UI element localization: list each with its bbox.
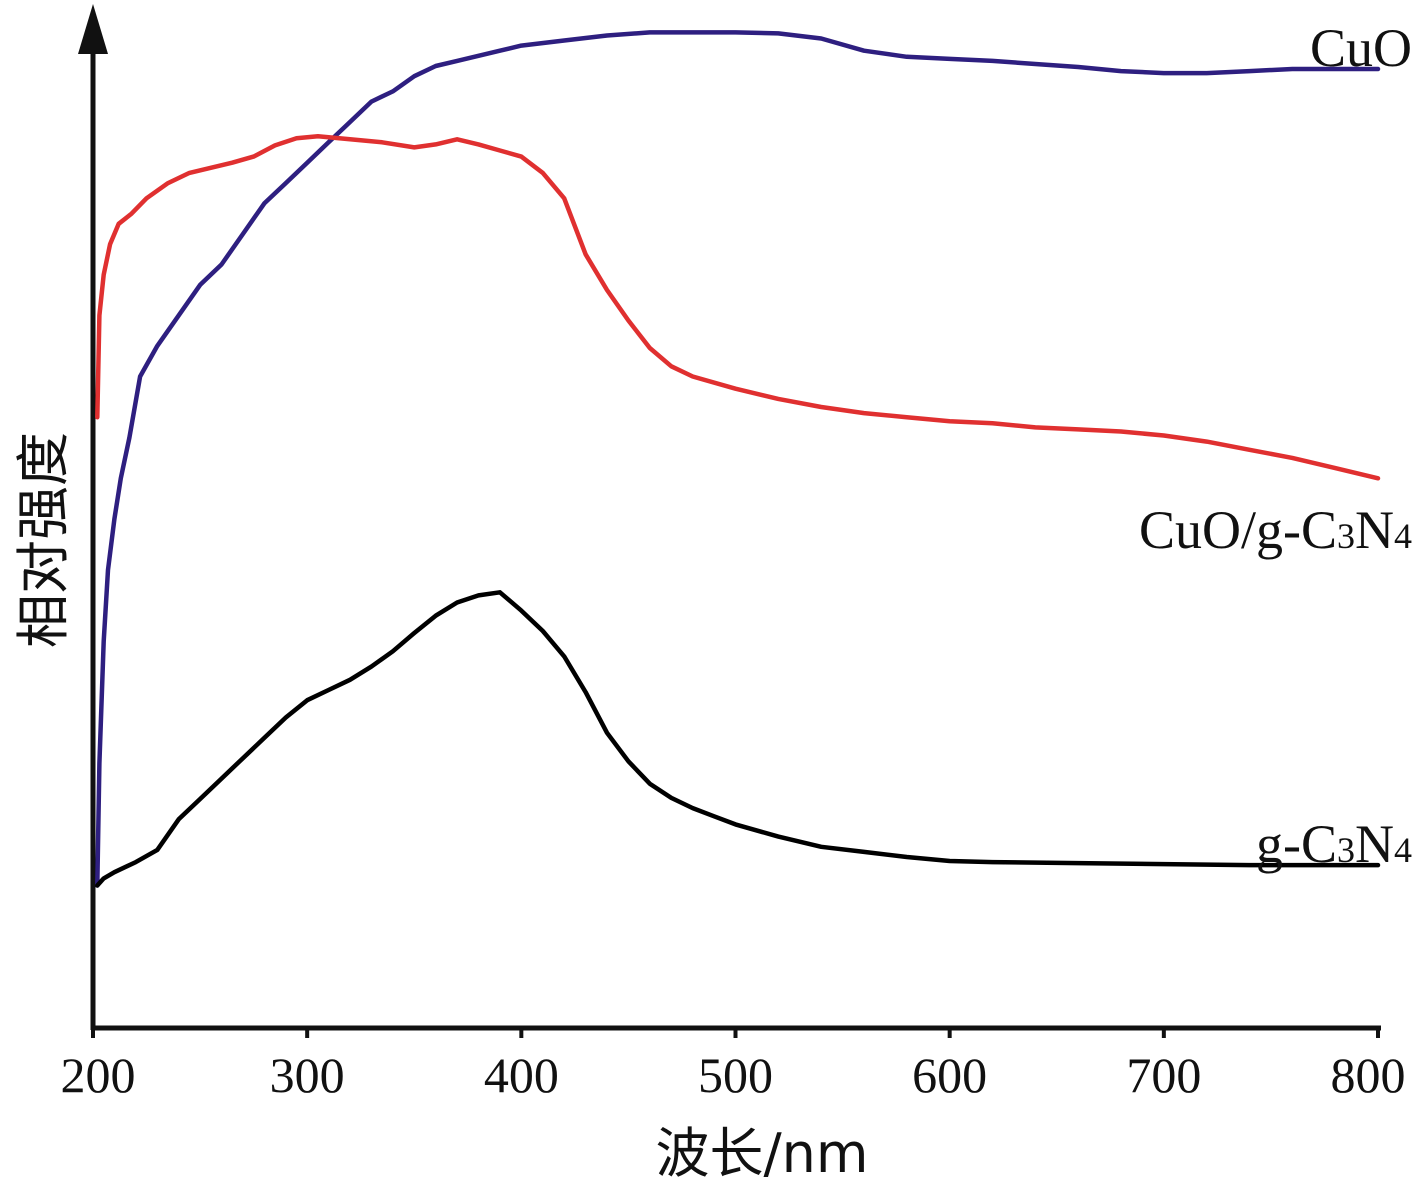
x-tick-label: 500: [698, 1047, 773, 1103]
series-label-0: CuO: [1310, 18, 1412, 78]
y-axis-arrow-icon: [78, 4, 108, 54]
series-line-0: [95, 30, 1381, 888]
series-label-part: 4: [1394, 516, 1412, 556]
x-tick-label: 400: [484, 1047, 559, 1103]
series-label-part: g-C: [1256, 814, 1337, 874]
series-label-2: g-C3N4: [1256, 814, 1412, 874]
series-label-part: CuO/g-C: [1139, 500, 1337, 560]
series-line-1: [95, 133, 1381, 481]
x-ticks: 200 300 400 500 600 700 800: [61, 1028, 1406, 1103]
x-tick-label: 300: [270, 1047, 345, 1103]
series-label-part: CuO: [1310, 18, 1412, 78]
axes: 200 300 400 500 600 700 800: [61, 4, 1406, 1103]
series-line-2: [95, 590, 1381, 888]
series-label-part: N: [1355, 814, 1394, 874]
series-label-part: N: [1355, 500, 1394, 560]
series-label-part: 4: [1394, 830, 1412, 870]
series-label-1: CuO/g-C3N4: [1139, 500, 1412, 560]
x-tick-label: 700: [1126, 1047, 1201, 1103]
x-tick-label: 200: [61, 1047, 136, 1103]
series-lines: [95, 30, 1381, 888]
x-axis-title: 波长/nm: [655, 1122, 868, 1181]
y-axis-title: 相对强度: [12, 432, 75, 648]
series-label-part: 3: [1337, 830, 1355, 870]
x-tick-label: 600: [912, 1047, 987, 1103]
series-label-part: 3: [1337, 516, 1355, 556]
x-tick-label: 800: [1331, 1047, 1406, 1103]
